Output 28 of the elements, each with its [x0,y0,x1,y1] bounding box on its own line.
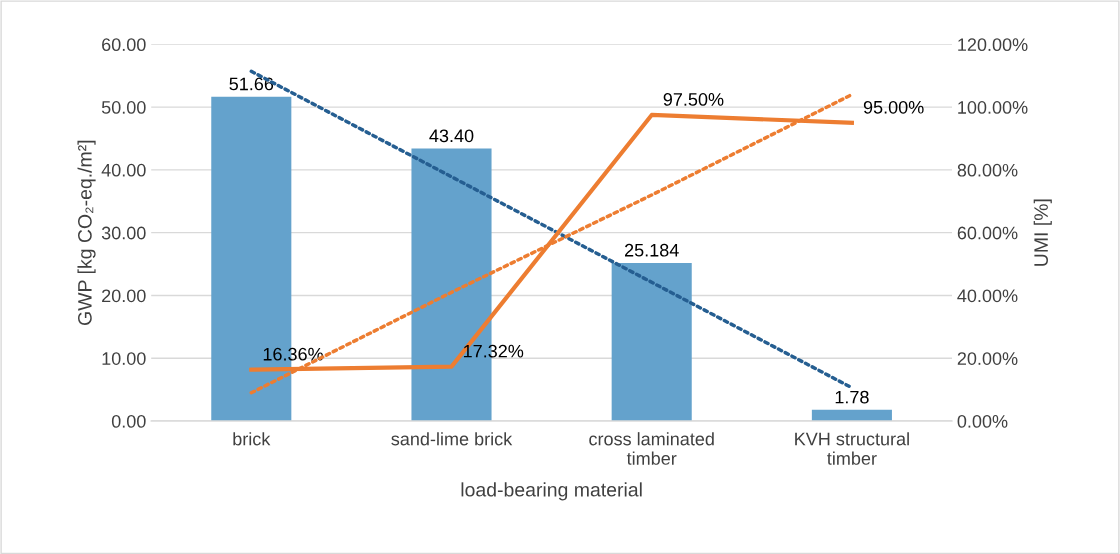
y-tick-label: 10.00 [102,352,146,365]
x-tick-label: cross laminated timber [589,432,714,465]
y-tick-label: 20.00 [102,289,146,303]
y2-tick-label: 0.00% [957,414,1008,428]
y2-tick-label: 60.00% [957,226,1018,240]
y2-tick-label: 40.00% [957,289,1018,303]
y2-tick-label: 80.00% [957,163,1018,177]
data-label: 51.66 [229,77,274,91]
y2-axis-title: UMI [%] [1033,199,1052,266]
y-axis-title: GWP [kg CO₂-eq./m²] [77,140,96,325]
y-tick-label: 40.00 [101,163,146,177]
x-tick-label: KVH structural timber [795,432,909,465]
data-label: 97.50% [663,93,724,106]
y2-tick-label: 100.00% [958,101,1028,114]
y2-tick-label: 20.00% [957,352,1018,365]
y-tick-label: 60.00 [102,38,146,52]
x-tick-label: sand-lime brick [391,432,513,446]
bar [611,262,692,422]
y-tick-label: 30.00 [101,226,146,240]
x-axis-title: load-bearing material [461,482,642,501]
data-label: 95.00% [863,100,924,114]
y2-tick-label: 120.00% [958,38,1028,52]
data-label: 1.78 [835,390,869,404]
x-tick-label: brick [233,432,271,446]
y-tick-label: 0.00 [111,414,146,428]
y-tick-label: 50.00 [101,101,146,114]
data-label: 43.40 [429,129,474,143]
data-label: 25.184 [625,243,679,257]
